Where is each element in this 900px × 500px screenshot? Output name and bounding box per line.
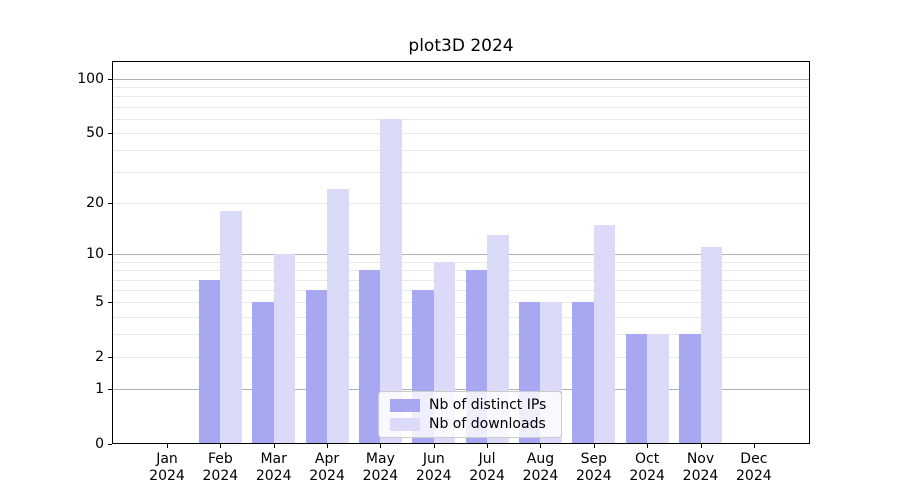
- x-tick-label-mar: Mar 2024: [255, 451, 292, 484]
- gridline-4: [112, 316, 810, 318]
- bar-nb-of-distinct-ips-may: [358, 270, 381, 444]
- x-tick-label-apr: Apr 2024: [309, 451, 345, 484]
- gridline-70: [112, 106, 810, 108]
- plot-area: [112, 61, 810, 444]
- gridline-3: [112, 334, 810, 336]
- legend-swatch-distinct-ips: [390, 398, 420, 412]
- bar-nb-of-downloads-mar: [273, 254, 296, 444]
- x-tick-mark: [433, 444, 435, 448]
- y-tick-mark: [108, 444, 112, 445]
- x-tick-label-nov: Nov 2024: [682, 451, 719, 484]
- x-tick-mark: [380, 444, 382, 448]
- x-tick-mark: [593, 444, 595, 448]
- y-tick-mark: [108, 389, 112, 391]
- x-tick-label-aug: Aug 2024: [522, 451, 559, 484]
- bar-nb-of-distinct-ips-oct: [625, 334, 648, 444]
- gridline-1: [112, 389, 810, 391]
- gridline-7: [112, 279, 810, 281]
- y-tick-label-100: 100: [77, 70, 104, 87]
- y-tick-label-5: 5: [95, 294, 104, 311]
- x-tick-mark: [700, 444, 702, 448]
- gridline-5: [112, 302, 810, 304]
- gridline-6: [112, 290, 810, 292]
- x-tick-label-sep: Sep 2024: [575, 451, 612, 484]
- legend-label-downloads: Nb of downloads: [429, 416, 546, 432]
- gridline-100: [112, 78, 810, 80]
- bar-nb-of-distinct-ips-sep: [572, 302, 594, 444]
- y-tick-label-50: 50: [86, 125, 104, 142]
- x-tick-mark: [327, 444, 329, 448]
- x-tick-label-dec: Dec 2024: [736, 451, 772, 484]
- gridline-90: [112, 87, 810, 89]
- x-tick-mark: [540, 444, 542, 448]
- bar-nb-of-distinct-ips-apr: [305, 290, 328, 444]
- gridline-8: [112, 270, 810, 272]
- bar-nb-of-downloads-nov: [700, 247, 722, 444]
- bar-nb-of-distinct-ips-nov: [679, 334, 701, 444]
- x-tick-label-may: May 2024: [362, 451, 399, 484]
- legend: Nb of distinct IPs Nb of downloads: [378, 391, 562, 438]
- x-tick-mark: [753, 444, 755, 448]
- legend-item-distinct-ips: Nb of distinct IPs: [379, 397, 561, 413]
- gridline-40: [112, 150, 810, 152]
- y-tick-mark: [108, 78, 112, 80]
- gridline-20: [112, 203, 810, 205]
- y-tick-label-2: 2: [95, 349, 104, 366]
- x-tick-label-feb: Feb 2024: [202, 451, 239, 484]
- x-tick-mark: [273, 444, 275, 448]
- gridline-30: [112, 172, 810, 174]
- chart-title: plot3D 2024: [408, 36, 514, 56]
- x-tick-label-jan: Jan 2024: [149, 451, 185, 484]
- y-tick-label-0: 0: [95, 436, 104, 452]
- y-tick-label-20: 20: [86, 195, 104, 212]
- y-tick-mark: [108, 357, 112, 359]
- gridline-80: [112, 96, 810, 98]
- bar-nb-of-downloads-may: [380, 118, 402, 444]
- y-tick-mark: [108, 254, 112, 256]
- x-tick-mark: [220, 444, 222, 448]
- y-tick-mark: [108, 203, 112, 205]
- bar-nb-of-distinct-ips-feb: [198, 279, 221, 444]
- y-tick-label-10: 10: [86, 246, 104, 263]
- bar-nb-of-downloads-apr: [327, 189, 349, 444]
- gridline-2: [112, 357, 810, 359]
- gridline-60: [112, 118, 810, 120]
- gridline-9: [112, 261, 810, 263]
- x-tick-label-jul: Jul 2024: [469, 451, 505, 484]
- y-tick-mark: [108, 133, 112, 135]
- bar-nb-of-downloads-feb: [220, 211, 242, 444]
- bar-nb-of-downloads-sep: [593, 224, 616, 444]
- legend-item-downloads: Nb of downloads: [379, 416, 561, 432]
- bar-nb-of-distinct-ips-mar: [252, 302, 274, 444]
- legend-label-distinct-ips: Nb of distinct IPs: [429, 397, 547, 413]
- gridline-10: [112, 254, 810, 256]
- x-tick-mark: [167, 444, 168, 448]
- bar-nb-of-downloads-oct: [647, 334, 669, 444]
- x-tick-mark: [487, 444, 489, 448]
- y-tick-label-1: 1: [95, 381, 104, 398]
- x-tick-mark: [647, 444, 649, 448]
- y-tick-mark: [108, 302, 112, 304]
- x-tick-label-jun: Jun 2024: [415, 451, 452, 484]
- gridline-50: [112, 133, 810, 135]
- legend-swatch-downloads: [390, 417, 420, 431]
- x-tick-label-oct: Oct 2024: [629, 451, 665, 484]
